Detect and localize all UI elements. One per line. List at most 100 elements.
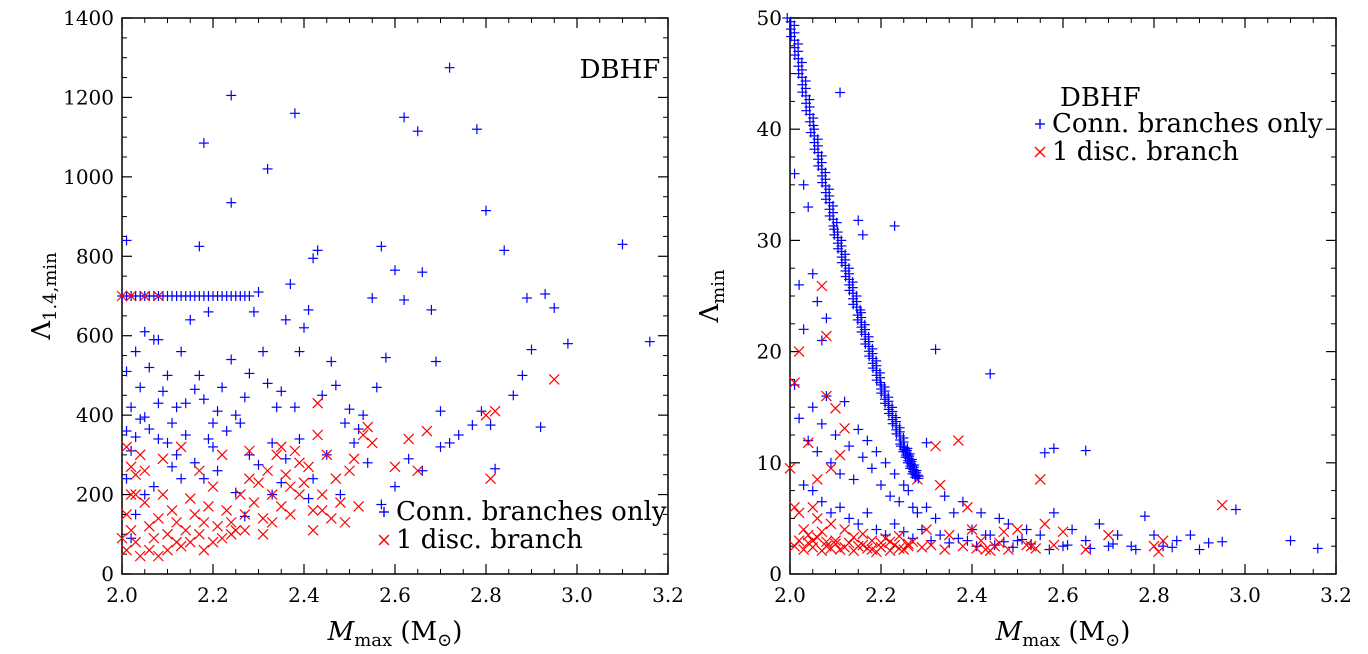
cross-point — [898, 544, 910, 555]
plus-point — [1217, 536, 1228, 547]
cross-point — [180, 524, 192, 536]
plus-point — [825, 457, 836, 468]
y-tick-label: 400 — [76, 403, 114, 427]
plus-point — [1067, 524, 1078, 535]
cross-point — [294, 489, 305, 500]
cross-point — [861, 542, 873, 554]
x-tick-label: 2.0 — [774, 583, 806, 607]
plus-point — [853, 518, 864, 529]
y-tick-label: 10 — [757, 451, 782, 475]
cross-point — [825, 462, 837, 474]
cross-point — [207, 536, 219, 548]
plus-point — [294, 346, 305, 357]
cross-point — [212, 520, 223, 532]
cross-point — [253, 477, 264, 489]
cross-point — [171, 516, 183, 528]
cross-point — [334, 497, 346, 508]
plus-point — [980, 530, 991, 541]
cross-point — [193, 465, 205, 477]
x-tick-label: 3.2 — [652, 583, 684, 607]
cross-point — [316, 505, 328, 516]
plus-point — [344, 404, 355, 415]
plus-point — [276, 386, 287, 397]
plus-point — [871, 446, 882, 457]
cross-point — [1057, 526, 1069, 538]
plus-point — [948, 507, 959, 518]
cross-point — [807, 501, 819, 513]
cross-point — [816, 526, 828, 538]
y-tick-label: 800 — [76, 244, 114, 268]
cross-point — [134, 550, 146, 562]
cross-point — [243, 473, 255, 485]
plus-point — [139, 489, 150, 500]
x-tick-label: 2.4 — [288, 583, 320, 607]
plus-point — [262, 163, 273, 174]
cross-point — [857, 528, 869, 540]
cross-point — [802, 437, 814, 449]
cross-point — [184, 493, 196, 504]
plus-point — [467, 420, 478, 431]
plus-point — [889, 518, 900, 529]
plus-point — [353, 424, 364, 435]
plus-point — [1039, 447, 1050, 458]
plus-point — [208, 418, 218, 429]
plus-point — [926, 535, 937, 546]
plus-point — [839, 396, 850, 407]
cross-point — [916, 541, 928, 553]
dbhf-annotation: DBHF — [580, 55, 661, 85]
plus-point — [1312, 543, 1323, 554]
cross-point — [130, 536, 142, 548]
right-panel: 2.0 2.2 2.4 2.6 2.8 3.0 3.2 0 10 20 30 40 50 Mmax (M⊙… — [695, 6, 1352, 651]
cross-point — [275, 441, 287, 453]
plus-point — [1017, 534, 1028, 545]
cross-point — [480, 409, 492, 421]
cross-point — [116, 290, 128, 302]
plus-point — [985, 368, 996, 379]
cross-point — [184, 536, 196, 548]
plus-point — [1048, 443, 1059, 454]
plus-point — [148, 481, 159, 492]
plus-point — [944, 537, 955, 548]
cross-point — [793, 346, 805, 358]
dbhf-annotation: DBHF — [1060, 83, 1141, 113]
cross-point — [325, 512, 337, 524]
cross-point — [884, 545, 896, 557]
cross-point — [148, 532, 160, 544]
cross-point — [139, 465, 151, 477]
cross-point — [162, 544, 173, 556]
plus-point — [371, 382, 382, 393]
cross-point — [548, 373, 560, 385]
plus-point — [807, 268, 818, 279]
cross-point — [125, 489, 137, 500]
cross-point — [811, 531, 823, 543]
cross-point — [307, 505, 319, 516]
cross-point — [834, 449, 846, 461]
plus-point — [335, 489, 346, 500]
cross-point — [1021, 539, 1033, 551]
cross-point — [811, 474, 823, 485]
plus-point — [130, 509, 141, 520]
plus-point — [517, 370, 528, 381]
plus-point — [239, 392, 250, 403]
cross-point — [866, 535, 878, 547]
plus-point — [1021, 524, 1032, 535]
plus-point — [866, 463, 877, 474]
plus-point — [807, 402, 818, 413]
plus-point — [1130, 544, 1141, 555]
plus-point — [221, 426, 232, 437]
plus-point — [412, 126, 423, 137]
cross-point — [284, 481, 296, 493]
plus-point — [244, 368, 255, 379]
plus-point — [271, 402, 282, 413]
plus-point — [549, 302, 560, 313]
series-disc-branch — [116, 290, 560, 562]
cross-point — [139, 290, 151, 302]
cross-point — [880, 532, 891, 544]
plus-point — [121, 366, 132, 377]
plus-point — [171, 402, 182, 413]
legend-entry: Conn. branches only — [1035, 109, 1323, 139]
plus-point — [930, 513, 941, 524]
cross-point — [330, 473, 342, 485]
series-conn-branches-band — [782, 13, 924, 484]
cross-point — [271, 449, 283, 461]
